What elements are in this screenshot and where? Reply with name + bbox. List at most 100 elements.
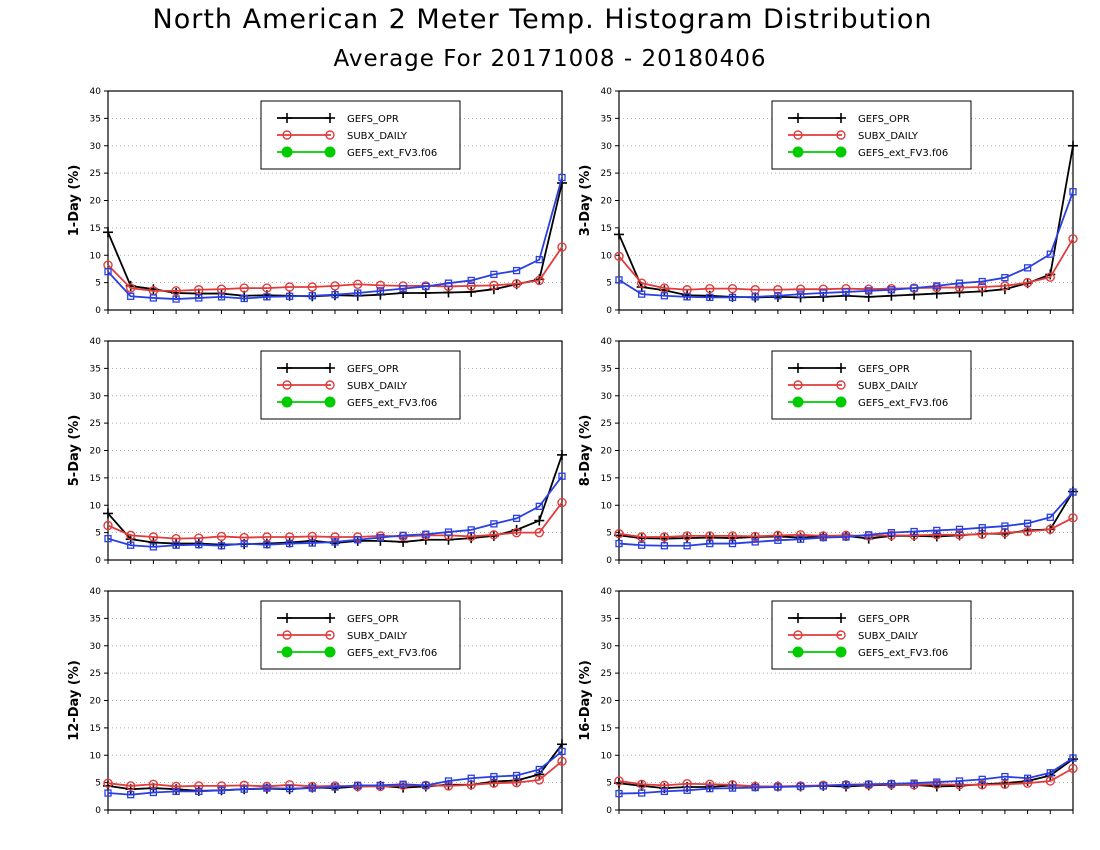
- data-point: [308, 292, 316, 300]
- data-point: [444, 528, 453, 536]
- data-point: [217, 786, 226, 794]
- y-tick-label: 30: [601, 392, 613, 402]
- data-point: [103, 520, 113, 531]
- data-point: [284, 282, 295, 292]
- data-point: [172, 295, 180, 303]
- legend-marker: [792, 146, 804, 158]
- legend-label: GEFS_ext_FV3.f06: [858, 148, 948, 159]
- y-tick-label: 35: [601, 364, 612, 374]
- plot-frame: [107, 90, 563, 311]
- y-tick-label: 15: [90, 224, 101, 234]
- data-point: [931, 288, 942, 299]
- data-point: [125, 283, 136, 293]
- data-point: [933, 282, 941, 290]
- series-line-GEFS_OPR: [107, 182, 563, 298]
- data-point: [354, 289, 362, 297]
- y-tick-label: 20: [601, 697, 613, 707]
- y-tick-label: 5: [95, 529, 101, 539]
- data-point: [195, 294, 203, 302]
- data-point: [614, 229, 624, 240]
- data-point: [511, 527, 522, 538]
- data-point: [375, 280, 386, 291]
- y-tick-label: 30: [90, 642, 102, 652]
- data-point: [727, 283, 738, 294]
- y-tick-label: 35: [601, 614, 612, 624]
- data-point: [172, 787, 180, 796]
- data-point: [615, 539, 623, 548]
- data-point: [1068, 140, 1078, 151]
- data-point: [558, 472, 566, 480]
- legend-marker: [836, 363, 846, 373]
- data-point: [240, 294, 248, 303]
- data-point: [443, 287, 454, 298]
- legend: GEFS_OPR SUBX_DAILY GEFS_ext_FV3.f06: [771, 600, 972, 670]
- data-point: [932, 779, 942, 789]
- legend-marker: [281, 146, 293, 158]
- data-point: [557, 497, 567, 508]
- data-point: [557, 756, 567, 766]
- legend-marker: [793, 380, 803, 390]
- data-point: [467, 526, 475, 534]
- data-point: [683, 293, 691, 301]
- y-tick-label: 15: [601, 474, 612, 484]
- data-point: [512, 514, 521, 523]
- data-point: [125, 530, 136, 541]
- data-point: [195, 541, 203, 549]
- plot-frame: [618, 590, 1074, 811]
- data-point: [217, 293, 226, 301]
- legend-label: GEFS_OPR: [347, 114, 399, 125]
- y-tick-label: 20: [90, 447, 102, 457]
- data-point: [842, 288, 850, 296]
- data-point: [886, 530, 897, 541]
- data-point: [217, 542, 226, 550]
- y-tick-label: 25: [90, 169, 101, 179]
- series-line-series-4: [618, 757, 1074, 795]
- y-tick-label: 40: [601, 337, 613, 347]
- legend-marker: [835, 146, 847, 158]
- legend-label: SUBX_DAILY: [347, 631, 408, 642]
- data-point: [376, 533, 385, 542]
- data-point: [263, 293, 271, 301]
- legend-label: SUBX_DAILY: [858, 131, 919, 142]
- data-point: [535, 255, 543, 264]
- data-point: [614, 529, 624, 539]
- legend-marker: [325, 613, 335, 623]
- data-point: [534, 515, 545, 526]
- legend-label: GEFS_ext_FV3.f06: [858, 398, 948, 409]
- data-point: [638, 541, 646, 549]
- series-line-SUBX_DAILY: [107, 501, 563, 540]
- data-point: [444, 777, 453, 785]
- y-tick-label: 30: [90, 392, 102, 402]
- data-point: [467, 774, 475, 782]
- data-point: [557, 449, 567, 460]
- data-point: [148, 537, 159, 548]
- data-point: [705, 283, 715, 294]
- data-point: [910, 527, 918, 536]
- data-point: [751, 538, 759, 546]
- data-point: [103, 508, 113, 519]
- data-point: [240, 785, 248, 793]
- data-point: [1046, 769, 1054, 777]
- data-point: [887, 528, 896, 537]
- y-tick-label: 25: [90, 419, 101, 429]
- data-point: [127, 292, 135, 300]
- data-point: [683, 542, 691, 550]
- data-point: [774, 292, 782, 300]
- legend-marker: [324, 646, 336, 658]
- y-tick-label: 20: [90, 197, 102, 207]
- data-point: [660, 787, 669, 796]
- legend-marker: [836, 380, 846, 390]
- y-tick-label: 30: [601, 142, 613, 152]
- y-tick-label: 25: [601, 669, 612, 679]
- data-point: [399, 284, 407, 293]
- y-tick-label: 10: [90, 751, 102, 761]
- y-tick-label: 20: [601, 197, 613, 207]
- data-point: [216, 531, 227, 542]
- data-point: [331, 291, 339, 299]
- data-point: [308, 539, 316, 547]
- y-axis-label: 12-Day (%): [67, 660, 82, 741]
- data-point: [239, 532, 249, 543]
- data-point: [489, 280, 499, 291]
- y-axis-label: 5-Day (%): [67, 415, 82, 487]
- y-tick-label: 5: [95, 279, 101, 289]
